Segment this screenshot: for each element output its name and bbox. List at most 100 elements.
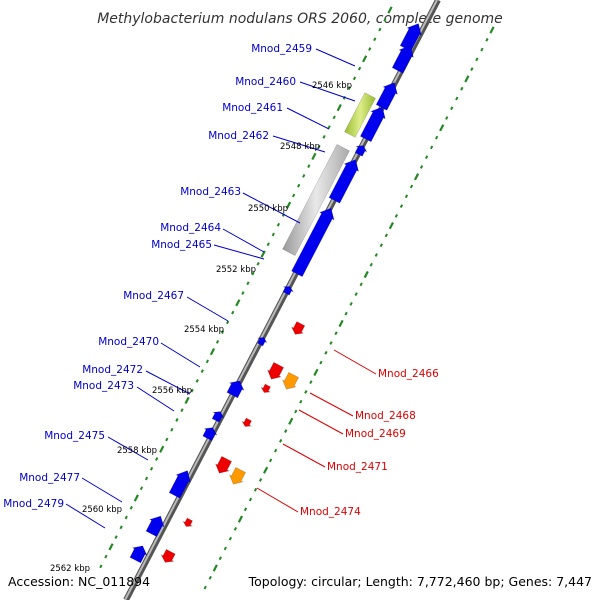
gene-label-mnod-2460: Mnod_2460 bbox=[235, 76, 296, 88]
inner-track-tick bbox=[329, 341, 333, 345]
forward-leader-10 bbox=[136, 386, 175, 412]
inner-track-tick bbox=[319, 360, 323, 365]
inner-track-tick bbox=[394, 213, 399, 218]
forward-leader-0 bbox=[315, 48, 356, 67]
outer-track-tick bbox=[235, 299, 241, 307]
outer-track-tick bbox=[104, 554, 108, 559]
forward-gene-labels: Mnod_2459 Mnod_2460 Mnod_2461 Mnod_2462 … bbox=[3, 43, 312, 510]
outer-track-tick bbox=[327, 125, 331, 130]
forward-leader-3 bbox=[272, 135, 326, 153]
gene-mnod-2459b bbox=[391, 45, 414, 74]
inner-track-tick bbox=[294, 409, 298, 414]
kbp-label-2552: 2552 kbp bbox=[216, 265, 256, 275]
inner-track-tick bbox=[464, 75, 470, 83]
outer-track-tick bbox=[119, 525, 123, 530]
inner-track-tick bbox=[374, 253, 378, 257]
outer-track-tick bbox=[251, 271, 255, 276]
outer-track-tick bbox=[99, 564, 103, 569]
gene-mnod-2474a bbox=[215, 455, 232, 474]
gene-mnod-2469 bbox=[260, 383, 272, 393]
label-leader-lines bbox=[65, 48, 377, 529]
gene-label-mnod-2468: Mnod_2468 bbox=[355, 410, 416, 422]
outer-track-tick bbox=[246, 281, 250, 286]
inner-track-tick bbox=[228, 536, 232, 541]
gene-label-mnod-2472: Mnod_2472 bbox=[82, 364, 143, 376]
map-title: Methylobacterium nodulans ORS 2060, comp… bbox=[97, 11, 503, 27]
forward-leader-9 bbox=[145, 370, 191, 395]
inner-track-tick bbox=[354, 292, 358, 296]
inner-track-tick bbox=[359, 282, 363, 287]
inner-track-tick bbox=[363, 270, 369, 279]
inner-track-tick bbox=[384, 233, 388, 238]
topology-text: Topology: circular; Length: 7,772,460 bp… bbox=[248, 574, 592, 589]
inner-track-tick bbox=[309, 380, 313, 385]
inner-track-tick bbox=[460, 86, 464, 91]
outer-track-tick bbox=[124, 515, 128, 520]
forward-leader-11 bbox=[107, 436, 149, 461]
outer-track-tick bbox=[383, 17, 387, 22]
outer-track-tick bbox=[302, 174, 306, 178]
outer-track-tick bbox=[362, 55, 368, 63]
gene-label-mnod-2465: Mnod_2465 bbox=[151, 239, 212, 251]
forward-leader-1 bbox=[299, 81, 356, 102]
reverse-leader-1 bbox=[309, 392, 354, 417]
inner-track-tick bbox=[430, 145, 434, 150]
reverse-leader-3 bbox=[282, 443, 326, 468]
inner-track-tick bbox=[399, 204, 404, 208]
gene-label-mnod-2474: Mnod_2474 bbox=[300, 506, 361, 518]
gene-label-mnod-2466: Mnod_2466 bbox=[378, 368, 439, 380]
kbp-label-2562: 2562 kbp bbox=[50, 564, 90, 574]
inner-track-tick bbox=[404, 194, 409, 199]
reverse-leader-2 bbox=[298, 409, 344, 435]
gene-mnod-2463 bbox=[328, 159, 360, 204]
gene-mnod-2475 bbox=[168, 470, 191, 499]
inner-track-tick bbox=[409, 184, 414, 189]
outer-track-tick bbox=[170, 427, 174, 432]
forward-leader-4 bbox=[242, 192, 301, 224]
outer-track-tick bbox=[285, 201, 292, 209]
inner-track-tick bbox=[489, 26, 495, 34]
gene-mnod-2470 bbox=[226, 380, 245, 399]
outer-track-tick bbox=[311, 152, 317, 161]
outer-track-tick bbox=[336, 103, 342, 112]
gene-mnod-2462 bbox=[354, 145, 368, 157]
gene-reverse-bottom bbox=[160, 548, 176, 563]
gene-mnod-2461 bbox=[359, 106, 386, 143]
outer-track-tick bbox=[155, 457, 159, 461]
outer-track-tick bbox=[241, 291, 245, 295]
outer-track-tick bbox=[129, 505, 133, 510]
outer-track-tick bbox=[387, 6, 393, 14]
inner-track-tick bbox=[445, 116, 449, 120]
outer-track-tick bbox=[190, 388, 194, 393]
reverse-leader-4 bbox=[256, 487, 299, 513]
outer-track-tick bbox=[347, 86, 352, 90]
inner-track-tick bbox=[304, 390, 308, 394]
gene-label-mnod-2464: Mnod_2464 bbox=[160, 222, 221, 234]
gene-mnod-2479 bbox=[129, 545, 148, 564]
inner-track-tick bbox=[263, 466, 269, 474]
inner-track-tick bbox=[439, 124, 445, 132]
gene-mnod-2460 bbox=[375, 82, 398, 111]
outer-track-tick bbox=[215, 339, 220, 344]
forward-leader-13 bbox=[65, 503, 106, 529]
gene-label-mnod-2477: Mnod_2477 bbox=[19, 472, 80, 484]
gene-mnod-2471 bbox=[241, 417, 253, 427]
inner-track-tick bbox=[288, 417, 294, 425]
gene-mnod-2462-rna bbox=[282, 144, 350, 256]
outer-track-tick bbox=[139, 486, 144, 491]
reverse-leader-0 bbox=[333, 349, 377, 375]
kbp-label-2556: 2556 kbp bbox=[152, 386, 192, 396]
forward-leader-6 bbox=[213, 244, 265, 260]
outer-track-tick bbox=[144, 476, 149, 481]
gene-reverse-small bbox=[182, 517, 194, 527]
inner-track-tick bbox=[419, 165, 424, 169]
inner-track-tick bbox=[455, 96, 459, 101]
forward-leader-2 bbox=[286, 107, 330, 130]
gene-mnod-2464 bbox=[291, 207, 335, 277]
gene-mnod-2473 bbox=[202, 427, 218, 442]
gene-mnod-2472 bbox=[211, 411, 225, 423]
inner-track-tick bbox=[284, 429, 288, 433]
gene-mnod-2467 bbox=[256, 337, 268, 347]
gene-label-mnod-2471: Mnod_2471 bbox=[327, 461, 388, 473]
kbp-label-2554: 2554 kbp bbox=[184, 325, 224, 335]
